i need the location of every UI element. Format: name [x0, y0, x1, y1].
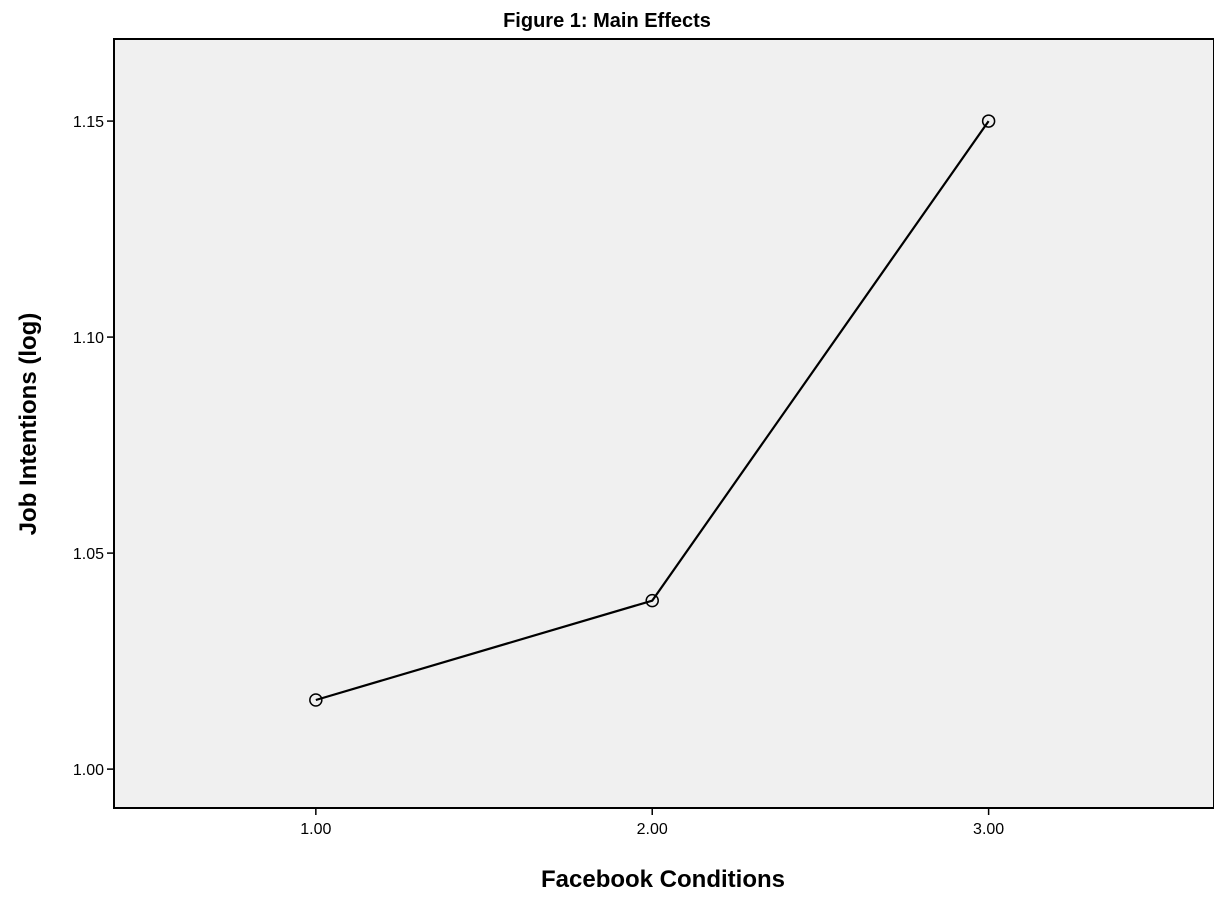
data-point-marker: [309, 693, 323, 707]
y-tick-label: 1.15: [73, 114, 104, 131]
x-tick-label: 2.00: [637, 821, 668, 838]
data-point-marker: [981, 114, 996, 128]
x-axis-label: Facebook Conditions: [541, 866, 785, 893]
series-line-group: [309, 114, 996, 707]
chart-title: Figure 1: Main Effects: [503, 10, 711, 32]
y-axis: 1.00 1.05 1.10 1.15: [73, 114, 114, 779]
y-tick-label: 1.05: [73, 546, 104, 563]
series-line: [315, 120, 990, 702]
x-axis: 1.00 2.00 3.00: [300, 808, 1004, 838]
y-tick-label: 1.10: [73, 330, 104, 347]
x-tick-label: 3.00: [973, 821, 1004, 838]
data-point-marker: [645, 593, 659, 608]
y-axis-label: Job Intentions (log): [15, 313, 42, 536]
y-tick-label: 1.00: [73, 762, 104, 779]
x-tick-label: 1.00: [300, 821, 331, 838]
plot-area: [113, 38, 1214, 809]
